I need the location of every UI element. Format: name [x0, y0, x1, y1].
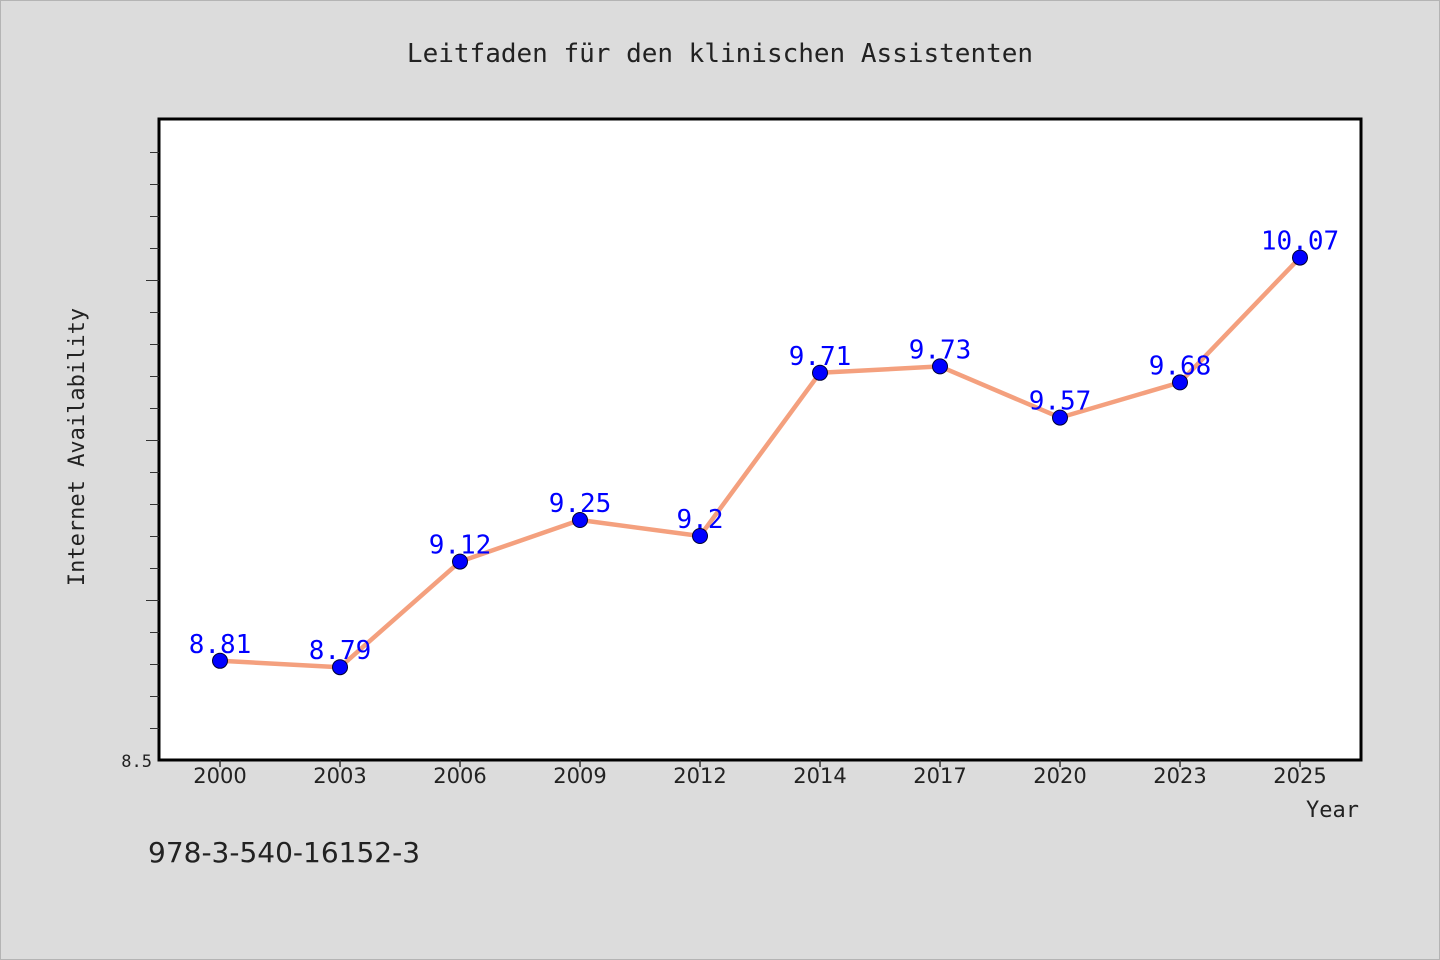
data-label: 10.07 [1261, 227, 1339, 257]
footer-isbn: 978-3-540-16152-3 [148, 836, 420, 869]
data-point [1292, 249, 1308, 266]
data-label: 9.12 [429, 531, 492, 561]
data-point [212, 652, 228, 669]
y-tick-label-min: 8.5 [121, 752, 152, 772]
data-point [452, 553, 468, 570]
data-label: 8.79 [309, 636, 372, 666]
data-label-layer: 8.81 8.79 9.12 9.25 9.2 9.71 9.73 9.57 9.68 10.07 [189, 227, 1339, 667]
chart-title: Leitfaden für den klinischen Assistenten [407, 39, 1033, 69]
x-tick-label: 2009 [553, 764, 606, 788]
data-label: 9.68 [1149, 351, 1212, 381]
x-tick-label: 2003 [313, 764, 366, 788]
data-label: 8.81 [189, 630, 252, 660]
x-tick-label: 2017 [913, 764, 966, 788]
series-layer [212, 249, 1308, 676]
data-label: 9.57 [1029, 387, 1092, 417]
data-point [572, 512, 588, 528]
data-point [1052, 409, 1068, 426]
data-point [1172, 374, 1188, 391]
data-point [332, 659, 348, 676]
data-label: 9.2 [677, 505, 724, 535]
x-tick-label: 2014 [793, 764, 846, 788]
y-axis-ticks [146, 152, 159, 729]
data-label: 9.73 [909, 335, 972, 365]
x-tick-label: 2020 [1033, 764, 1086, 788]
y-axis-label: Internet Availability [65, 308, 90, 586]
x-tick-label: 2006 [433, 764, 486, 788]
data-label: 9.25 [549, 489, 612, 519]
series-line [217, 255, 1303, 670]
x-tick-label: 2023 [1153, 764, 1206, 788]
x-tick-label: 2025 [1273, 764, 1326, 788]
x-axis-label: Year [1306, 798, 1359, 823]
x-tick-label: 2012 [673, 764, 726, 788]
data-point [812, 364, 828, 381]
data-label: 9.71 [789, 342, 852, 372]
x-axis-ticks: 2000 2003 2006 2009 2012 2014 2017 2020 2023 2025 [193, 760, 1327, 788]
data-point [932, 358, 948, 375]
x-tick-label: 2000 [193, 764, 246, 788]
data-point [692, 528, 708, 544]
